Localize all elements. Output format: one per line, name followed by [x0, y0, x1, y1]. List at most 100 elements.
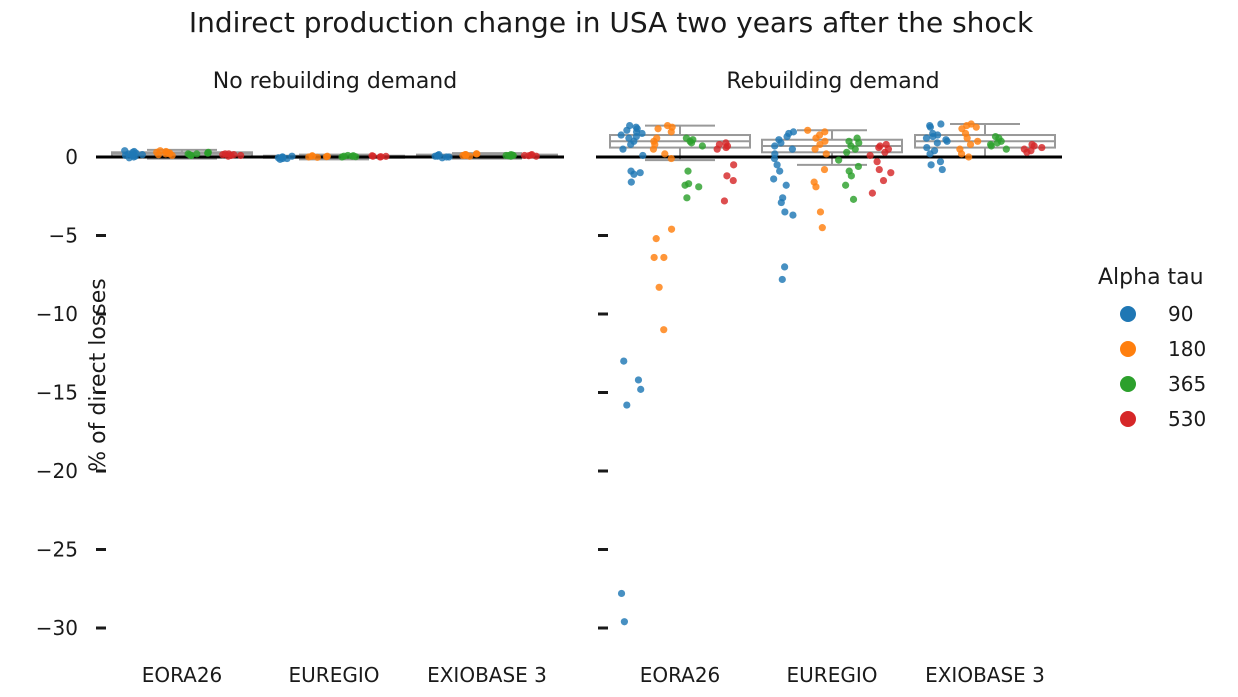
data-point-180	[473, 150, 481, 158]
data-point-90	[627, 178, 635, 186]
data-point-90	[434, 151, 442, 160]
data-point-90	[623, 126, 631, 134]
y-tick-label: −20	[36, 459, 78, 483]
data-point-365	[835, 156, 843, 164]
data-point-180	[812, 183, 820, 191]
data-point-180	[804, 126, 812, 134]
data-point-90	[620, 357, 628, 365]
data-point-365	[993, 139, 1001, 147]
data-point-365	[683, 194, 691, 202]
data-point-90	[783, 132, 791, 141]
x-tick-label: EUREGIO	[787, 663, 878, 687]
data-point-90	[937, 120, 945, 128]
data-point-365	[695, 183, 703, 191]
legend-title: Alpha tau	[1098, 265, 1204, 290]
data-point-90	[636, 169, 644, 177]
data-point-365	[502, 151, 510, 160]
data-point-180	[661, 150, 669, 158]
y-tick-label: −30	[36, 616, 78, 640]
data-point-90	[777, 139, 785, 147]
data-point-365	[851, 145, 859, 153]
data-point-90	[619, 145, 627, 153]
data-point-90	[288, 152, 296, 160]
data-point-180	[308, 152, 316, 160]
data-point-90	[620, 618, 628, 626]
data-point-90	[634, 376, 643, 384]
data-point-90	[777, 198, 785, 207]
x-tick-label: EXIOBASE 3	[925, 663, 1045, 687]
data-point-365	[340, 152, 348, 160]
data-point-180	[974, 137, 982, 145]
data-point-90	[627, 140, 635, 149]
data-point-180	[654, 125, 662, 133]
y-tick-label: −5	[49, 224, 78, 248]
data-point-365	[987, 142, 995, 150]
data-point-365	[1002, 145, 1010, 153]
data-point-530	[237, 151, 245, 160]
data-point-180	[652, 235, 660, 243]
data-point-90	[778, 275, 786, 284]
data-point-90	[770, 175, 778, 183]
data-point-530	[376, 153, 384, 161]
data-point-90	[781, 208, 789, 216]
data-point-90	[933, 139, 941, 147]
data-point-180	[655, 283, 663, 291]
chart-title: Indirect production change in USA two ye…	[188, 6, 1034, 39]
data-point-180	[811, 145, 819, 153]
y-tick-label: −10	[36, 302, 78, 326]
x-tick-label: EORA26	[142, 663, 223, 687]
data-point-530	[1038, 143, 1046, 152]
data-point-180	[821, 128, 829, 136]
data-point-365	[855, 139, 863, 147]
data-point-90	[926, 123, 935, 131]
data-point-180	[966, 140, 975, 149]
data-point-365	[349, 152, 357, 160]
data-point-90	[630, 170, 638, 178]
data-point-90	[922, 134, 931, 142]
data-point-180	[667, 225, 676, 233]
data-point-365	[849, 195, 858, 203]
data-point-90	[442, 153, 451, 161]
y-tick-label: −25	[36, 538, 78, 562]
x-tick-label: EORA26	[640, 663, 721, 687]
data-point-365	[681, 181, 689, 189]
data-point-180	[816, 208, 825, 216]
data-point-530	[879, 176, 888, 185]
x-tick-label: EXIOBASE 3	[427, 663, 547, 687]
legend-item-530: 530	[1098, 401, 1206, 436]
data-point-90	[782, 181, 790, 189]
data-point-365	[843, 148, 851, 156]
data-point-90	[639, 151, 647, 160]
data-point-180	[649, 145, 658, 153]
data-point-180	[650, 253, 658, 262]
data-point-90	[771, 142, 779, 150]
legend-marker-365	[1120, 375, 1136, 392]
data-point-180	[972, 123, 980, 131]
data-point-90	[776, 167, 784, 175]
data-point-90	[632, 132, 640, 141]
legend-label-365: 365	[1168, 371, 1207, 396]
data-point-90	[788, 145, 796, 153]
data-point-365	[187, 151, 195, 160]
x-tick-label: EUREGIO	[289, 663, 380, 687]
data-point-530	[729, 176, 737, 185]
data-point-180	[667, 128, 675, 136]
data-point-530	[873, 158, 881, 166]
data-point-90	[929, 129, 937, 138]
data-point-90	[623, 401, 631, 409]
data-point-530	[868, 189, 876, 197]
data-point-180	[816, 140, 824, 149]
data-point-90	[138, 151, 146, 159]
data-point-90	[781, 263, 789, 271]
legend-label-180: 180	[1168, 336, 1207, 361]
data-point-180	[818, 224, 826, 232]
facet-title-rebuilding: Rebuilding demand	[726, 69, 940, 94]
data-point-180	[322, 153, 331, 161]
data-point-530	[875, 143, 883, 152]
data-point-180	[660, 326, 668, 334]
data-point-90	[789, 211, 797, 219]
data-point-90	[770, 154, 779, 163]
legend-item-180: 180	[1098, 331, 1206, 366]
data-point-530	[1023, 148, 1031, 156]
